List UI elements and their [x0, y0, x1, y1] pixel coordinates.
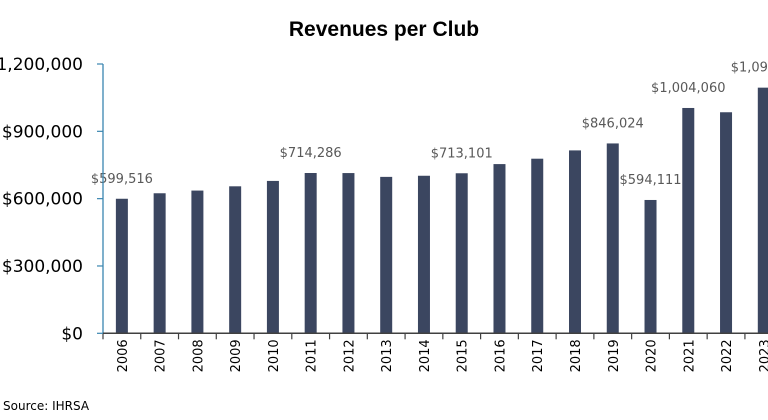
x-tick-label-2015: 2015 — [456, 339, 471, 372]
bar-2019 — [606, 143, 619, 334]
x-tick-label-2019: 2019 — [607, 339, 622, 372]
x-tick-label-2013: 2013 — [380, 339, 395, 372]
data-label-2023: $1,094,59 — [731, 61, 768, 76]
y-tick-label: $300,000 — [2, 257, 83, 277]
bar-2010 — [266, 180, 279, 334]
x-tick-label-2014: 2014 — [418, 339, 433, 372]
x-tick-label-2023: 2023 — [758, 339, 768, 372]
data-label-2006: $599,516 — [91, 172, 153, 187]
data-label-2015: $713,101 — [431, 146, 493, 161]
x-tick-label-2021: 2021 — [682, 339, 697, 372]
x-tick-label-2022: 2022 — [720, 339, 735, 372]
y-tick-label: $0 — [61, 324, 83, 344]
x-tick-label-2009: 2009 — [229, 339, 244, 372]
data-label-2019: $846,024 — [582, 116, 644, 131]
x-tick-label-2017: 2017 — [531, 339, 546, 372]
bar-2009 — [229, 186, 242, 334]
x-tick-label-2011: 2011 — [305, 339, 320, 372]
y-tick-label: $900,000 — [2, 122, 83, 142]
data-label-2011: $714,286 — [280, 146, 342, 161]
bar-2017 — [531, 158, 544, 334]
bar-2021 — [682, 107, 695, 334]
x-tick-label-2007: 2007 — [154, 339, 169, 372]
bar-2023 — [757, 87, 768, 334]
bar-2013 — [380, 176, 393, 334]
x-tick-label-2010: 2010 — [267, 339, 282, 372]
bar-2012 — [342, 173, 355, 334]
bar-2022 — [720, 112, 733, 334]
bar-2018 — [569, 150, 581, 334]
chart-title: Revenues per Club — [289, 18, 479, 41]
bar-2016 — [493, 164, 506, 334]
x-tick-label-2016: 2016 — [493, 339, 508, 372]
bar-2014 — [417, 175, 430, 334]
bar-2008 — [191, 190, 204, 334]
x-tick-label-2006: 2006 — [116, 339, 131, 372]
x-tick-label-2012: 2012 — [342, 339, 357, 372]
bar-2011 — [304, 173, 317, 334]
bar-2020 — [644, 199, 657, 334]
source-note: Source: IHRSA — [3, 399, 90, 413]
data-label-2020: $594,111 — [620, 173, 682, 188]
bar-2007 — [153, 193, 166, 334]
x-tick-label-2018: 2018 — [569, 339, 584, 372]
data-label-2021: $1,004,060 — [651, 81, 725, 96]
y-tick-label: $600,000 — [2, 190, 83, 210]
x-tick-label-2020: 2020 — [645, 339, 660, 372]
y-tick-label: 1,200,000 — [0, 55, 83, 75]
bar-2006 — [115, 198, 128, 334]
bar-2015 — [455, 173, 468, 334]
x-tick-label-2008: 2008 — [191, 339, 206, 372]
